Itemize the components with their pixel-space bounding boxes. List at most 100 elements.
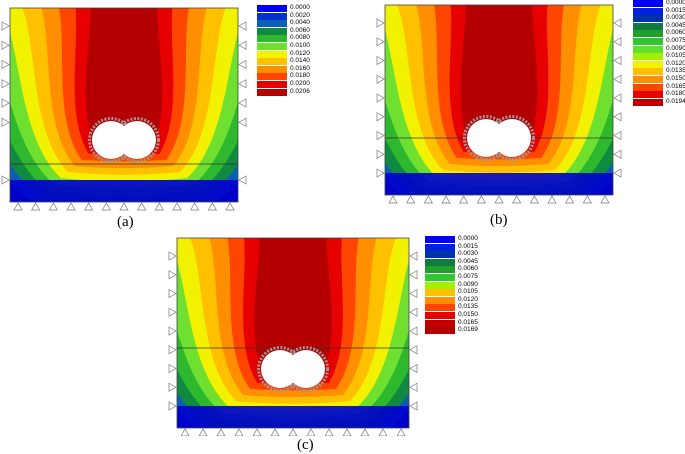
caption-b: (b) bbox=[490, 212, 508, 228]
legend-swatch bbox=[425, 296, 455, 304]
left-roller-support bbox=[1, 175, 10, 185]
right-roller-support bbox=[409, 345, 418, 355]
legend-swatch bbox=[257, 73, 287, 81]
left-roller-support bbox=[168, 382, 177, 392]
legend-swatch bbox=[257, 81, 287, 88]
bottom-pin-support bbox=[234, 428, 244, 436]
right-roller-support bbox=[613, 112, 622, 122]
left-roller-support bbox=[1, 40, 10, 50]
right-roller-support bbox=[238, 59, 247, 70]
legend-label: 0.0015 bbox=[666, 6, 685, 14]
left-roller-support bbox=[376, 149, 385, 159]
legend-label: 0.0000 bbox=[290, 4, 310, 11]
legend-swatch bbox=[633, 98, 663, 106]
legend-swatch bbox=[633, 68, 663, 76]
right-roller-support bbox=[238, 79, 247, 89]
legend-swatch bbox=[633, 22, 663, 30]
legend-label: 0.0194 bbox=[666, 97, 685, 105]
legend-swatch bbox=[425, 312, 455, 319]
twin-tunnels bbox=[88, 117, 160, 163]
legend-label: 0.0080 bbox=[290, 34, 310, 42]
legend-swatch bbox=[425, 251, 455, 259]
bottom-pin-support bbox=[600, 195, 610, 204]
legend-label: 0.0165 bbox=[666, 82, 685, 90]
legend-c: 0.0000 0.0015 0.0030 0.0045 0.0060 0.0075 0.00… bbox=[425, 235, 485, 346]
legend-swatch bbox=[425, 281, 455, 289]
right-roller-support bbox=[409, 401, 418, 411]
band-bottom bbox=[385, 173, 613, 195]
bottom-pin-support bbox=[423, 195, 433, 204]
right-roller-support bbox=[409, 363, 418, 374]
field-border bbox=[384, 4, 614, 196]
right-roller-support bbox=[613, 74, 622, 84]
bottom-pin-support bbox=[119, 202, 129, 211]
legend-label: 0.0075 bbox=[458, 273, 478, 280]
bottom-pin-support bbox=[459, 195, 469, 204]
legend-label: 0.0000 bbox=[666, 0, 685, 6]
legend-label: 0.0169 bbox=[458, 326, 478, 334]
legend-swatch bbox=[257, 12, 287, 20]
right-roller-support bbox=[613, 168, 622, 178]
bottom-pin-support bbox=[582, 195, 592, 204]
legend-label: 0.0015 bbox=[458, 242, 478, 250]
legend-label: 0.0090 bbox=[666, 44, 685, 52]
legend-label: 0.0100 bbox=[290, 42, 310, 49]
legend-swatch bbox=[425, 289, 455, 297]
legend-label: 0.0045 bbox=[666, 21, 685, 29]
legend-label: 0.0060 bbox=[666, 29, 685, 37]
bottom-pin-support bbox=[360, 428, 370, 436]
left-roller-support bbox=[376, 74, 385, 84]
bottom-pin-support bbox=[13, 202, 23, 211]
legend-swatch bbox=[633, 91, 663, 99]
bottom-pin-support bbox=[180, 428, 190, 436]
right-roller-support bbox=[613, 130, 622, 141]
bottom-pin-support bbox=[66, 202, 76, 211]
legend-label: 0.0045 bbox=[458, 257, 478, 265]
bottom-pin-support bbox=[388, 195, 398, 204]
left-roller-support bbox=[376, 37, 385, 47]
legend-label: 0.0180 bbox=[666, 90, 685, 98]
boundary-supports bbox=[1, 21, 247, 211]
bottom-pin-support bbox=[565, 195, 575, 204]
bottom-pin-support bbox=[252, 428, 262, 436]
bottom-pin-support bbox=[406, 195, 416, 204]
right-roller-support bbox=[409, 326, 418, 336]
legend-label: 0.0165 bbox=[458, 318, 478, 326]
twin-tunnels bbox=[257, 346, 329, 392]
legend-label: 0.0200 bbox=[290, 80, 310, 87]
right-roller-support bbox=[613, 55, 622, 66]
legend-swatch bbox=[633, 7, 663, 15]
bottom-pin-support bbox=[342, 428, 352, 436]
legend-swatch bbox=[633, 83, 663, 91]
right-roller-support bbox=[613, 37, 622, 47]
bottom-pin-support bbox=[476, 195, 486, 204]
left-roller-support bbox=[168, 345, 177, 355]
bottom-pin-support bbox=[207, 202, 217, 211]
bottom-pin-support bbox=[396, 428, 406, 436]
legend-swatch bbox=[257, 65, 287, 73]
legend-a: 0.0000 0.0020 0.0040 0.0060 0.0080 0.0100 0.01… bbox=[257, 4, 337, 105]
left-roller-support bbox=[1, 98, 10, 108]
legend-swatch bbox=[633, 53, 663, 61]
legend-label: 0.0120 bbox=[290, 49, 310, 57]
legend-label: 0.0030 bbox=[458, 250, 478, 258]
bottom-pin-support bbox=[494, 195, 504, 204]
left-roller-support bbox=[168, 401, 177, 411]
contour-panel-a bbox=[1, 7, 247, 211]
legend-swatch bbox=[425, 327, 455, 335]
left-roller-support bbox=[376, 55, 385, 66]
bottom-pin-support bbox=[529, 195, 539, 204]
right-roller-support bbox=[238, 21, 247, 31]
right-roller-support bbox=[409, 288, 418, 299]
legend-swatch bbox=[425, 274, 455, 281]
legend-swatch bbox=[633, 15, 663, 23]
right-roller-support bbox=[238, 117, 247, 127]
bottom-pin-support bbox=[84, 202, 94, 211]
legend-label: 0.0105 bbox=[458, 288, 478, 296]
tunnel-opening bbox=[287, 350, 325, 388]
right-roller-support bbox=[409, 307, 418, 317]
legend-swatch bbox=[633, 60, 663, 68]
boundary-supports bbox=[376, 18, 622, 204]
bottom-pin-support bbox=[270, 428, 280, 436]
tunnel-opening bbox=[118, 121, 156, 159]
